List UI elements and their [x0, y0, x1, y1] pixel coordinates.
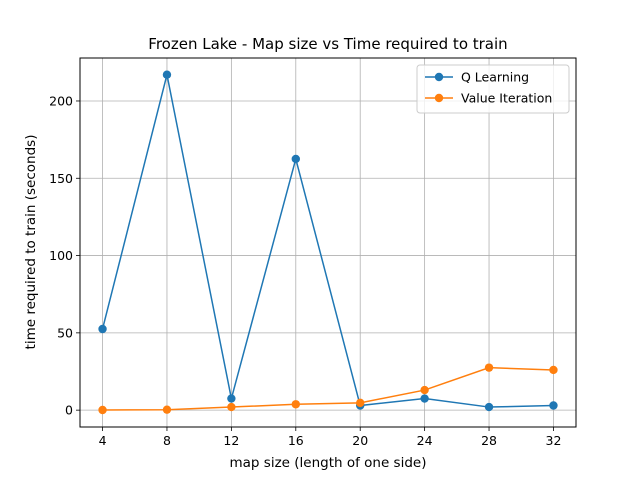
y-tick-label: 100: [49, 248, 73, 263]
data-point-value-iteration: [162, 405, 172, 414]
legend-label-value-iteration: Value Iteration: [461, 91, 552, 106]
legend-marker-q-learning: [434, 72, 444, 82]
x-tick-label: 4: [99, 433, 107, 448]
data-point-value-iteration: [356, 398, 365, 408]
data-point-value-iteration: [420, 385, 429, 395]
x-tick-label: 28: [481, 433, 497, 448]
y-tick-label: 50: [57, 325, 73, 340]
chart-title: Frozen Lake - Map size vs Time required …: [148, 35, 507, 53]
series-line-q-learning: [101, 74, 554, 408]
series-line-value-iteration: [102, 366, 554, 411]
x-tick-label: 16: [288, 433, 304, 448]
data-point-q-learning: [98, 324, 107, 334]
data-point-value-iteration: [484, 363, 494, 372]
data-point-q-learning: [227, 394, 236, 403]
x-tick-label: 20: [352, 433, 368, 448]
ticks: 4 8 12 16 20 24 28 32 0 50 100 150 200: [49, 93, 561, 448]
legend-marker-value-iteration: [434, 93, 444, 103]
x-tick-label: 12: [223, 433, 239, 448]
data-point-q-learning: [549, 401, 558, 410]
plot-area-frame: [79, 57, 577, 428]
x-tick-label: 8: [163, 433, 171, 448]
data-point-q-learning: [291, 154, 300, 164]
y-axis-title: time required to train (seconds): [23, 135, 39, 350]
y-tick-label: 150: [49, 171, 73, 186]
y-tick-label: 200: [49, 93, 73, 108]
x-tick-label: 32: [546, 433, 562, 448]
data-point-value-iteration: [291, 400, 300, 409]
x-tick-label: 24: [417, 433, 433, 448]
data-point-value-iteration: [549, 365, 558, 375]
data-point-value-iteration: [227, 402, 236, 412]
y-tick-label: 0: [65, 403, 73, 418]
legend: Q Learning Value Iteration: [416, 64, 570, 114]
data-point-value-iteration: [98, 405, 107, 415]
x-axis-title: map size (length of one side): [230, 455, 427, 471]
legend-label-q-learning: Q Learning: [461, 70, 529, 85]
data-point-q-learning: [484, 402, 494, 412]
data-point-q-learning: [162, 70, 172, 79]
data-point-q-learning: [420, 394, 429, 403]
series-layer: [98, 70, 558, 415]
legend-box: [416, 64, 570, 114]
